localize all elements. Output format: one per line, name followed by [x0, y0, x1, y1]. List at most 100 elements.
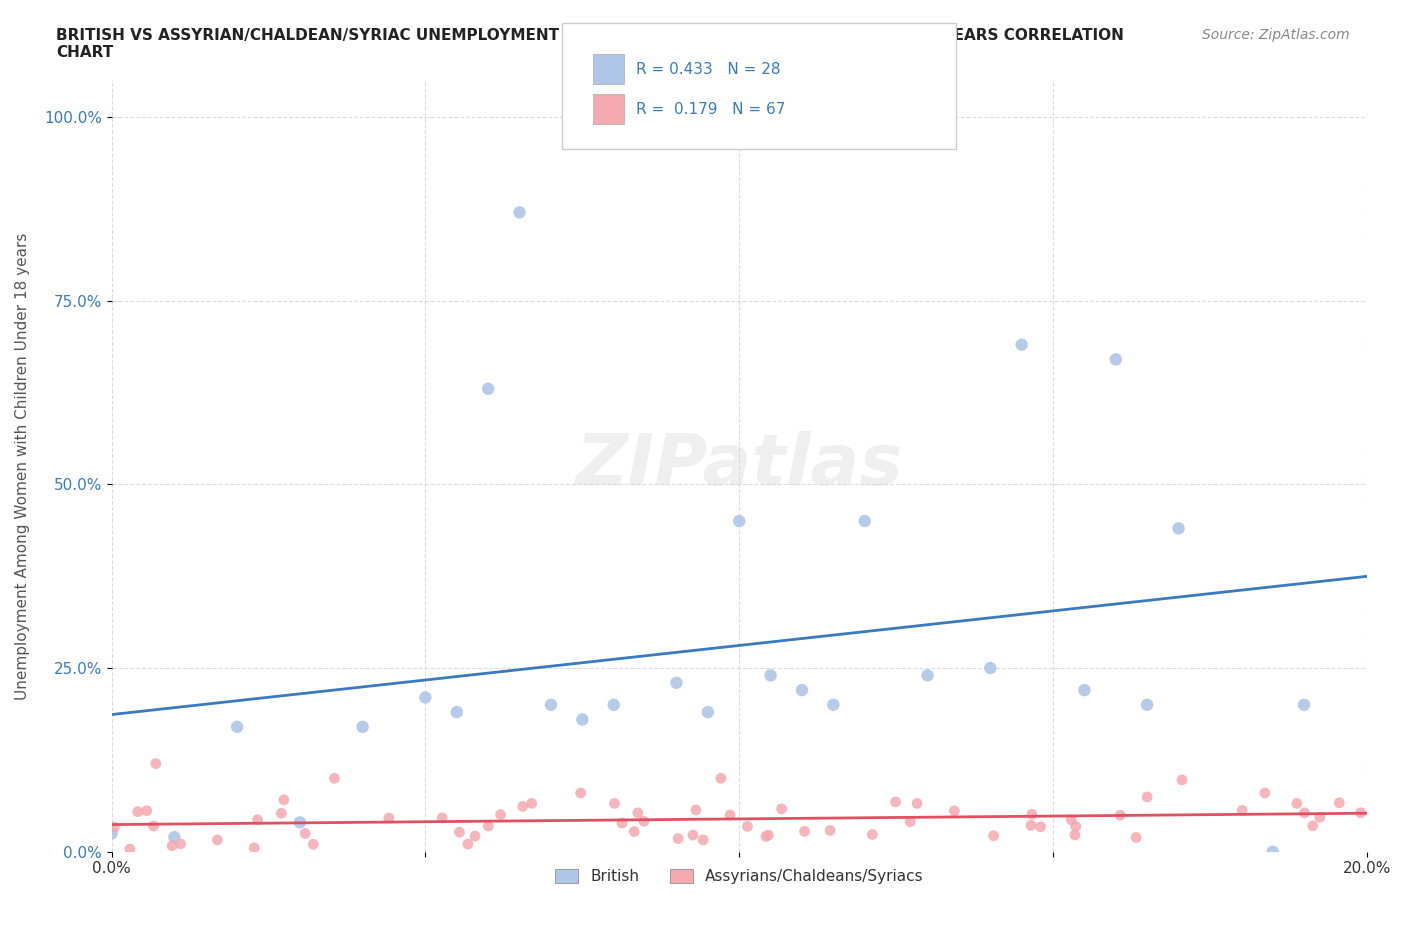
Point [477, 818, 499, 833]
Point [737, 819, 759, 834]
Point [103, 819, 125, 834]
Point [352, 720, 374, 735]
Point [135, 804, 157, 818]
Point [127, 804, 149, 819]
Point [142, 818, 165, 833]
Point [1021, 807, 1043, 822]
Point [793, 824, 815, 839]
Point [1292, 698, 1315, 712]
Point [943, 804, 966, 818]
Point [1285, 796, 1308, 811]
Point [627, 805, 650, 820]
Point [979, 660, 1001, 675]
Point [905, 796, 928, 811]
Point [512, 799, 534, 814]
Point [710, 771, 733, 786]
Text: ZIPatlas: ZIPatlas [575, 432, 903, 500]
Point [755, 829, 778, 844]
Point [520, 796, 543, 811]
Point [1230, 803, 1253, 817]
Point [770, 802, 793, 817]
Point [323, 771, 346, 786]
Point [160, 838, 183, 853]
Point [1171, 773, 1194, 788]
Point [226, 720, 249, 735]
Point [1329, 795, 1351, 810]
Point [1261, 844, 1284, 859]
Point [633, 814, 655, 829]
Point [682, 828, 704, 843]
Point [1125, 830, 1147, 844]
Point [571, 712, 593, 727]
Point [163, 830, 186, 844]
Point [246, 812, 269, 827]
Point [692, 832, 714, 847]
Point [685, 803, 707, 817]
Point [818, 823, 841, 838]
Point [1064, 828, 1087, 843]
Point [446, 705, 468, 720]
Point [759, 668, 782, 683]
Point [1254, 786, 1277, 801]
Point [294, 826, 316, 841]
Point [243, 841, 266, 856]
Point [457, 837, 479, 852]
Point [718, 807, 741, 822]
Point [1011, 338, 1033, 352]
Point [860, 827, 883, 842]
Point [145, 756, 167, 771]
Point [884, 794, 907, 809]
Point [489, 807, 512, 822]
Point [509, 205, 531, 219]
Point [288, 815, 311, 830]
Point [430, 810, 453, 825]
Point [1105, 352, 1128, 366]
Point [1309, 810, 1331, 825]
Point [898, 815, 921, 830]
Point [1060, 812, 1083, 827]
Point [170, 836, 193, 851]
Point [302, 837, 325, 852]
Point [1167, 521, 1189, 536]
Point [603, 796, 626, 811]
Point [602, 698, 624, 712]
Y-axis label: Unemployment Among Women with Children Under 18 years: Unemployment Among Women with Children U… [15, 232, 30, 699]
Point [623, 824, 645, 839]
Point [696, 705, 718, 720]
Point [728, 513, 751, 528]
Point [273, 792, 295, 807]
Point [610, 816, 633, 830]
Point [415, 690, 437, 705]
Text: R =  0.179   N = 67: R = 0.179 N = 67 [636, 102, 785, 117]
Point [1294, 805, 1316, 820]
Point [917, 668, 939, 683]
Point [464, 829, 486, 844]
Point [1136, 790, 1159, 804]
Point [569, 786, 592, 801]
Text: R = 0.433   N = 28: R = 0.433 N = 28 [636, 62, 780, 77]
Text: BRITISH VS ASSYRIAN/CHALDEAN/SYRIAC UNEMPLOYMENT AMONG WOMEN WITH CHILDREN UNDER: BRITISH VS ASSYRIAN/CHALDEAN/SYRIAC UNEM… [56, 28, 1125, 60]
Point [378, 811, 401, 826]
Point [540, 698, 562, 712]
Point [665, 675, 688, 690]
Point [1064, 819, 1087, 834]
Point [666, 831, 689, 846]
Point [1019, 817, 1042, 832]
Point [270, 806, 292, 821]
Point [100, 826, 122, 841]
Point [207, 832, 229, 847]
Legend: British, Assyrians/Chaldeans/Syriacs: British, Assyrians/Chaldeans/Syriacs [548, 863, 929, 890]
Point [853, 513, 876, 528]
Point [758, 828, 780, 843]
Point [1302, 818, 1324, 833]
Point [790, 683, 813, 698]
Point [1073, 683, 1095, 698]
Point [1029, 819, 1052, 834]
Point [477, 381, 499, 396]
Point [983, 829, 1005, 844]
Point [1109, 808, 1132, 823]
Point [823, 698, 845, 712]
Point [1350, 805, 1372, 820]
Point [449, 825, 471, 840]
Point [118, 842, 141, 857]
